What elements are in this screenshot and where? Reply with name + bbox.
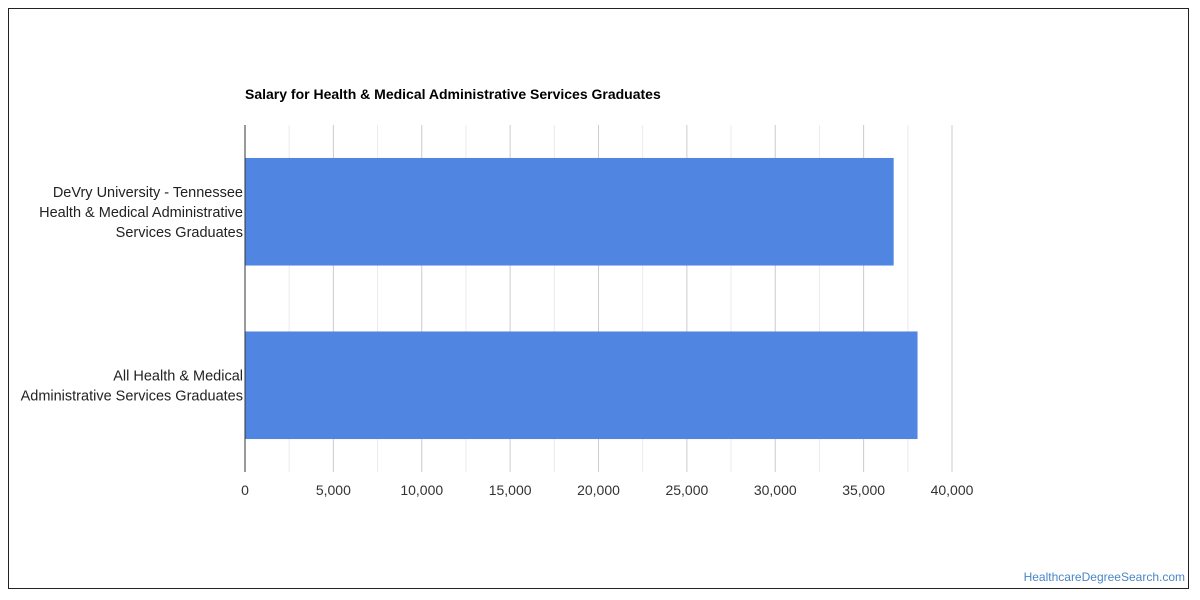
x-tick-label: 5,000 [316,482,351,498]
x-tick-label: 30,000 [754,482,797,498]
x-tick-label: 40,000 [931,482,974,498]
source-credit-link[interactable]: HealthcareDegreeSearch.com [1023,570,1185,584]
x-tick-label: 35,000 [842,482,885,498]
bar-1 [245,331,918,440]
category-labels: DeVry University - Tennessee Health & Med… [21,185,243,405]
x-tick-label: 10,000 [400,482,443,498]
bar-0 [245,157,894,266]
x-tick-label: 15,000 [489,482,532,498]
x-tick-label: 25,000 [665,482,708,498]
x-tick-label: 0 [241,482,249,498]
chart-title: Salary for Health & Medical Administrati… [245,86,661,102]
bars [245,157,918,440]
x-tick-labels: 0 5,000 10,000 15,000 20,000 25,000 30,000 35,0… [241,482,974,498]
x-tick-label: 20,000 [577,482,620,498]
category-label-1: All Health & Medical Administrative Servi… [21,368,243,404]
category-label-0: DeVry University - Tennessee Health & Med… [39,185,243,241]
